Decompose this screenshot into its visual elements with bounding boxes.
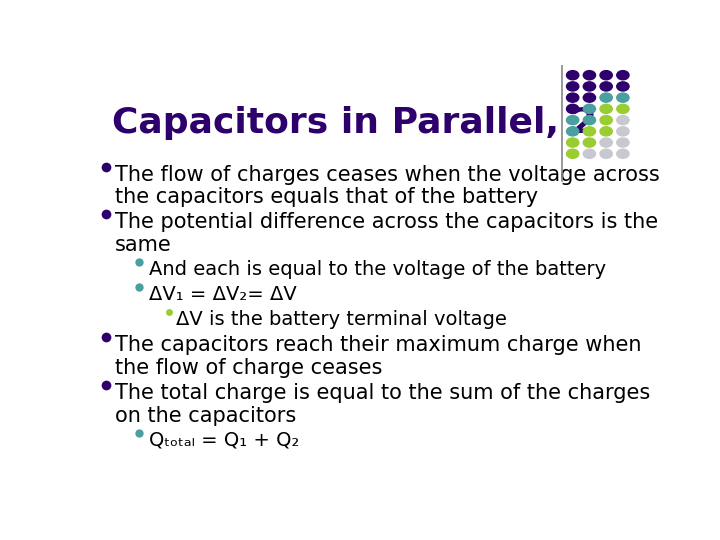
Circle shape (617, 82, 629, 91)
Circle shape (600, 104, 612, 113)
Circle shape (583, 82, 595, 91)
Text: the flow of charge ceases: the flow of charge ceases (115, 358, 382, 378)
Circle shape (617, 127, 629, 136)
Circle shape (600, 138, 612, 147)
Circle shape (567, 82, 579, 91)
Text: The potential difference across the capacitors is the: The potential difference across the capa… (115, 212, 658, 232)
Circle shape (617, 104, 629, 113)
Text: The total charge is equal to the sum of the charges: The total charge is equal to the sum of … (115, 383, 650, 403)
Text: And each is equal to the voltage of the battery: And each is equal to the voltage of the … (148, 260, 606, 279)
Text: the capacitors equals that of the battery: the capacitors equals that of the batter… (115, 187, 539, 207)
Circle shape (583, 127, 595, 136)
Circle shape (567, 127, 579, 136)
Circle shape (617, 116, 629, 125)
Text: ΔV₁ = ΔV₂= ΔV: ΔV₁ = ΔV₂= ΔV (148, 285, 297, 304)
Circle shape (567, 71, 579, 80)
Circle shape (617, 138, 629, 147)
Circle shape (567, 93, 579, 102)
Circle shape (617, 149, 629, 158)
Circle shape (583, 149, 595, 158)
Circle shape (583, 71, 595, 80)
Circle shape (617, 93, 629, 102)
Circle shape (617, 71, 629, 80)
Circle shape (583, 138, 595, 147)
Circle shape (567, 149, 579, 158)
Circle shape (583, 104, 595, 113)
Circle shape (600, 116, 612, 125)
Circle shape (600, 149, 612, 158)
Circle shape (583, 116, 595, 125)
Circle shape (567, 104, 579, 113)
Circle shape (567, 116, 579, 125)
Text: The flow of charges ceases when the voltage across: The flow of charges ceases when the volt… (115, 165, 660, 185)
Circle shape (583, 93, 595, 102)
Circle shape (600, 93, 612, 102)
Text: on the capacitors: on the capacitors (115, 406, 297, 426)
Circle shape (600, 71, 612, 80)
Circle shape (600, 127, 612, 136)
Text: Capacitors in Parallel, 2: Capacitors in Parallel, 2 (112, 106, 597, 140)
Circle shape (600, 82, 612, 91)
Text: same: same (115, 235, 172, 255)
Text: Qₜₒₜₐₗ = Q₁ + Q₂: Qₜₒₜₐₗ = Q₁ + Q₂ (148, 431, 299, 450)
Text: The capacitors reach their maximum charge when: The capacitors reach their maximum charg… (115, 335, 642, 355)
Circle shape (567, 138, 579, 147)
Text: ΔV is the battery terminal voltage: ΔV is the battery terminal voltage (176, 310, 508, 329)
